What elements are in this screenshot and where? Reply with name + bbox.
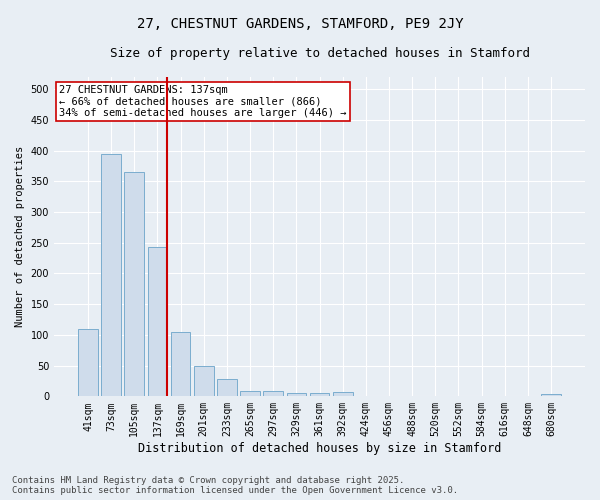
Bar (240, 391, 260, 396)
Text: 27, CHESTNUT GARDENS, STAMFORD, PE9 2JY: 27, CHESTNUT GARDENS, STAMFORD, PE9 2JY (137, 18, 463, 32)
Bar (124, 172, 144, 396)
Text: Contains HM Land Registry data © Crown copyright and database right 2025.
Contai: Contains HM Land Registry data © Crown c… (12, 476, 458, 495)
X-axis label: Distribution of detached houses by size in Stamford: Distribution of detached houses by size … (138, 442, 501, 455)
Bar (78, 329, 98, 396)
Bar (217, 378, 237, 396)
Text: 27 CHESTNUT GARDENS: 137sqm
← 66% of detached houses are smaller (866)
34% of se: 27 CHESTNUT GARDENS: 137sqm ← 66% of det… (59, 85, 347, 118)
Bar (194, 366, 214, 396)
Bar (148, 247, 167, 396)
Bar (287, 392, 306, 396)
Bar (310, 394, 329, 396)
Bar (101, 154, 121, 396)
Y-axis label: Number of detached properties: Number of detached properties (15, 146, 25, 328)
Bar (263, 392, 283, 396)
Bar (541, 394, 561, 396)
Bar (333, 392, 353, 396)
Bar (171, 332, 190, 396)
Title: Size of property relative to detached houses in Stamford: Size of property relative to detached ho… (110, 48, 530, 60)
